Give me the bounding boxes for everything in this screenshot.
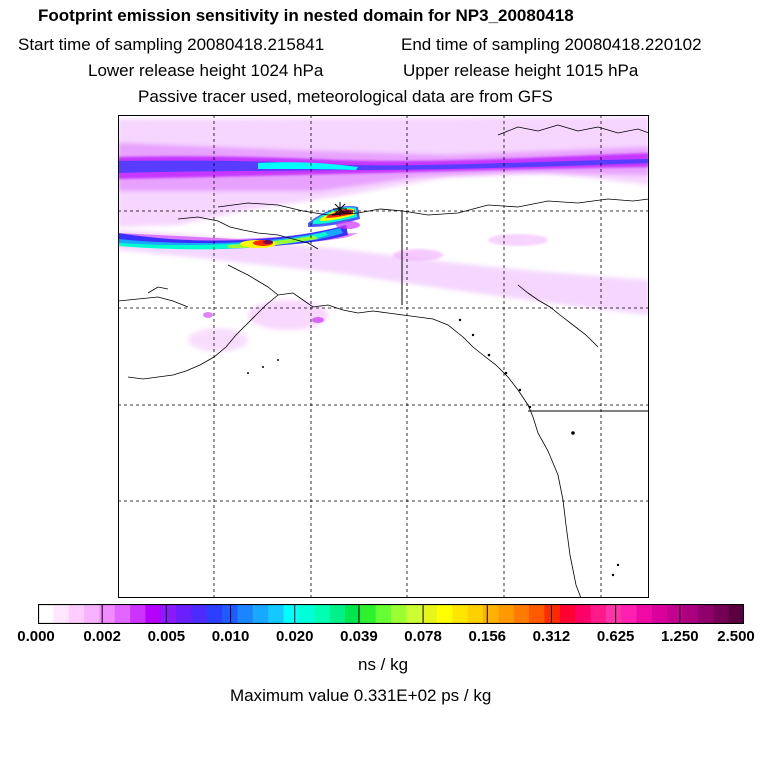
colorbar-cell xyxy=(575,604,592,624)
colorbar xyxy=(38,604,744,624)
colorbar-cell xyxy=(191,604,208,624)
colorbar-cell xyxy=(329,604,346,624)
colorbar-cell xyxy=(344,604,361,624)
colorbar-tick-label: 0.312 xyxy=(532,628,571,645)
colorbar-cell xyxy=(283,604,300,624)
colorbar-cell xyxy=(498,604,515,624)
colorbar-cell xyxy=(467,604,484,624)
colorbar-cell xyxy=(252,604,269,624)
colorbar-cell xyxy=(84,604,100,624)
colorbar-tick-label: 0.010 xyxy=(211,628,250,645)
coastlines xyxy=(118,124,649,598)
colorbar-cell xyxy=(544,604,561,624)
colorbar-cell xyxy=(421,604,438,624)
colorbar-cell xyxy=(268,604,285,624)
colorbar-tick-label: 2.500 xyxy=(717,628,755,645)
colorbar-tick-label: 0.078 xyxy=(404,628,442,645)
upper-release-height-label: Upper release height 1015 hPa xyxy=(403,61,639,80)
release-location-marker xyxy=(333,202,347,216)
colorbar-tick-label: 0.000 xyxy=(17,628,55,645)
tracer-note: Passive tracer used, meteorological data… xyxy=(138,87,553,106)
colorbar-tick-label: 1.250 xyxy=(661,628,699,645)
colorbar-cell xyxy=(375,604,392,624)
colorbar-cell xyxy=(437,604,453,624)
colorbar-cell xyxy=(391,604,407,624)
colorbar-cell xyxy=(621,604,638,624)
political-borders xyxy=(401,210,649,412)
colorbar-cell xyxy=(605,604,622,624)
colorbar-tick-label: 0.156 xyxy=(468,628,507,645)
end-time-label: End time of sampling 20080418.220102 xyxy=(401,35,702,54)
colorbar-cell xyxy=(206,604,223,624)
colorbar-cell xyxy=(145,604,162,624)
map-frame xyxy=(118,115,649,598)
colorbar-cell xyxy=(298,604,315,624)
colorbar-cell xyxy=(713,604,730,624)
colorbar-cell xyxy=(667,604,684,624)
colorbar-cell xyxy=(130,604,147,624)
graticule xyxy=(118,115,649,598)
colorbar-cell xyxy=(314,604,331,624)
colorbar-cell xyxy=(360,604,377,624)
colorbar-cell xyxy=(590,604,607,624)
colorbar-units: ns / kg xyxy=(358,655,409,674)
start-time-label: Start time of sampling 20080418.215841 xyxy=(18,35,325,54)
emission-plume xyxy=(118,117,649,352)
colorbar-cell xyxy=(682,604,699,624)
colorbar-cell xyxy=(38,604,54,624)
colorbar-cell xyxy=(483,604,500,624)
colorbar-cell xyxy=(513,604,530,624)
colorbar-tick-label: 0.625 xyxy=(596,628,635,645)
colorbar-cell xyxy=(559,604,576,624)
colorbar-tick-label: 0.002 xyxy=(83,628,121,645)
maximum-value-label: Maximum value 0.331E+02 ps / kg xyxy=(230,686,492,705)
colorbar-cell xyxy=(529,604,546,624)
lower-release-height-label: Lower release height 1024 hPa xyxy=(88,61,324,80)
colorbar-tick-label: 0.020 xyxy=(275,628,314,645)
colorbar-cell xyxy=(636,604,653,624)
footprint-map xyxy=(118,115,649,598)
colorbar-cell xyxy=(728,604,744,624)
colorbar-tick-label: 0.005 xyxy=(147,628,186,645)
colorbar-cell xyxy=(160,604,177,624)
colorbar-cell xyxy=(237,604,254,624)
colorbar-cell xyxy=(406,604,423,624)
colorbar-cell xyxy=(68,604,85,624)
colorbar-cell xyxy=(697,604,714,624)
colorbar-cell xyxy=(99,604,116,624)
colorbar-tick-label: 0.039 xyxy=(340,628,378,645)
map-title: Footprint emission sensitivity in nested… xyxy=(38,6,574,25)
coastal-islands xyxy=(247,318,620,577)
colorbar-cell xyxy=(651,604,668,624)
colorbar-cell xyxy=(53,604,70,624)
colorbar-cell xyxy=(114,604,131,624)
colorbar-cell xyxy=(452,604,469,624)
colorbar-cell xyxy=(176,604,193,624)
